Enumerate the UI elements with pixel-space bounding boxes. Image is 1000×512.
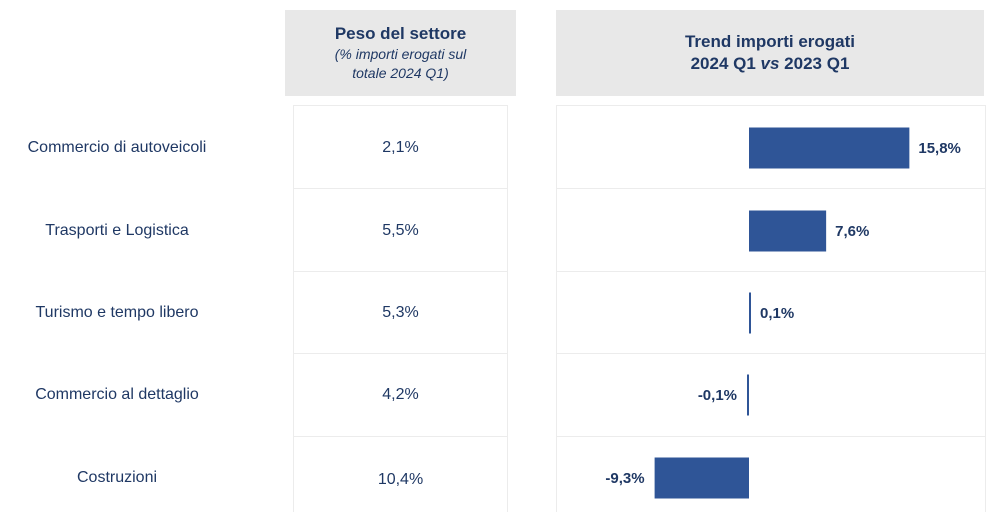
- sector-label: Commercio al dettaglio: [35, 386, 199, 403]
- trend-value-label: 7,6%: [835, 223, 869, 240]
- row-separator: [556, 436, 986, 437]
- trend-value-label: 15,8%: [918, 140, 961, 157]
- sector-weight: 2,1%: [382, 139, 419, 156]
- trend-column-header: Trend importi erogati 2024 Q1 vs 2023 Q1: [556, 10, 984, 96]
- trend-bar: [749, 210, 827, 252]
- sector-weight: 4,2%: [382, 386, 419, 403]
- trend-bar-chart: 15,8% 7,6% 0,1% -0,1% -9,3%: [605, 127, 961, 499]
- weight-header-title: Peso del settore: [334, 24, 467, 43]
- row-separator: [293, 188, 508, 189]
- sector-weight: 10,4%: [377, 471, 424, 488]
- trend-header-title-line-2: 2024 Q1 vs 2023 Q1: [691, 53, 850, 75]
- row-separator: [293, 436, 508, 437]
- sector-label: Commercio di autoveicoli: [27, 139, 207, 156]
- sector-label: Turismo e tempo libero: [35, 304, 199, 321]
- sector-weight: 5,3%: [382, 304, 419, 321]
- row-separator: [293, 353, 508, 354]
- trend-header-vs: vs: [760, 54, 780, 73]
- sector-label: Trasporti e Logistica: [45, 222, 189, 239]
- trend-bar: [749, 127, 910, 169]
- sector-label: Costruzioni: [76, 469, 158, 486]
- trend-header-period-a: 2024 Q1: [690, 54, 761, 73]
- trend-value-label: 0,1%: [760, 305, 794, 322]
- weight-panel: [293, 105, 508, 512]
- sector-weight: 5,5%: [382, 222, 419, 239]
- trend-header-title-line-1: Trend importi erogati: [684, 32, 856, 51]
- weight-header-subtitle-line-1: (% importi erogati sul: [334, 46, 467, 62]
- trend-bar: [747, 374, 749, 416]
- row-separator: [293, 271, 508, 272]
- trend-value-label: -0,1%: [698, 387, 737, 404]
- trend-bar: [749, 292, 751, 334]
- weight-column-header: Peso del settore (% importi erogati sul …: [285, 10, 516, 96]
- weight-header-subtitle-line-2: totale 2024 Q1): [352, 65, 449, 81]
- row-separator: [556, 353, 986, 354]
- trend-header-period-b: 2023 Q1: [779, 54, 850, 73]
- trend-bar: [654, 457, 749, 499]
- trend-panel: [556, 105, 986, 512]
- row-separator: [556, 271, 986, 272]
- trend-value-label: -9,3%: [605, 470, 644, 487]
- row-separator: [556, 188, 986, 189]
